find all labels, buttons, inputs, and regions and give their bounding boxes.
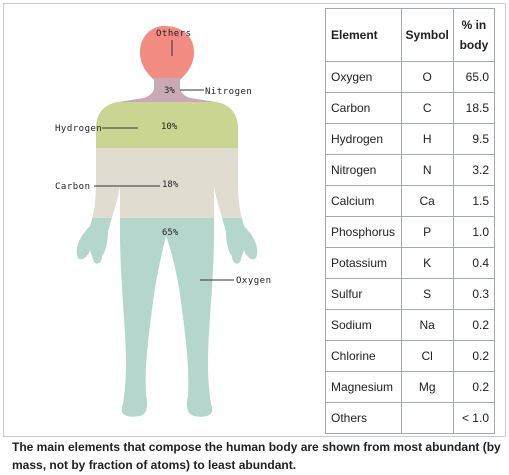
cell-symbol: Ca [400, 185, 454, 217]
cell-percent: 3.2 [452, 154, 496, 186]
cell-element: Potassium [325, 247, 402, 279]
table-row: Potassium K 0.4 [325, 247, 496, 279]
percent-carbon: 18% [162, 180, 179, 190]
cell-symbol: P [400, 216, 454, 248]
cell-element: Magnesium [325, 371, 402, 403]
region-carbon [76, 148, 258, 218]
region-hydrogen [76, 102, 258, 148]
cell-percent: 1.5 [452, 185, 496, 217]
cell-element: Sulfur [325, 278, 402, 310]
cell-percent: < 1.0 [452, 402, 496, 434]
cell-element: Sodium [325, 309, 402, 341]
table-row: Others < 1.0 [325, 402, 496, 434]
header-percent-line1: % in [461, 18, 487, 32]
cell-symbol: K [400, 247, 454, 279]
table-row: Phosphorus P 1.0 [325, 216, 496, 248]
cell-symbol: H [400, 123, 454, 155]
table-row: Sulfur S 0.3 [325, 278, 496, 310]
label-carbon: Carbon [55, 182, 91, 192]
table-row: Chlorine Cl 0.2 [325, 340, 496, 372]
cell-element: Calcium [325, 185, 402, 217]
cell-symbol: O [400, 61, 454, 93]
table-row: Carbon C 18.5 [325, 92, 496, 124]
cell-symbol: Cl [400, 340, 454, 372]
region-others [76, 26, 258, 78]
label-hydrogen: Hydrogen [55, 124, 103, 134]
cell-symbol: N [400, 154, 454, 186]
cell-element: Phosphorus [325, 216, 402, 248]
cell-percent: 65.0 [452, 61, 496, 93]
table-row: Hydrogen H 9.5 [325, 123, 496, 155]
figure-caption: The main elements that compose the human… [12, 440, 501, 472]
cell-percent: 18.5 [452, 92, 496, 124]
table-row: Sodium Na 0.2 [325, 309, 496, 341]
label-nitrogen: Nitrogen [205, 87, 253, 97]
human-body-silhouette [76, 26, 258, 417]
table-row: Calcium Ca 1.5 [325, 185, 496, 217]
table-row: Magnesium Mg 0.2 [325, 371, 496, 403]
cell-symbol: S [400, 278, 454, 310]
region-oxygen [76, 218, 258, 417]
cell-symbol: Na [400, 309, 454, 341]
label-others: Others [156, 29, 192, 39]
cell-symbol: Mg [400, 371, 454, 403]
cell-percent: 0.2 [452, 309, 496, 341]
cell-element: Carbon [325, 92, 402, 124]
table-row: Oxygen O 65.0 [325, 61, 496, 93]
table-row: Nitrogen N 3.2 [325, 154, 496, 186]
cell-element: Others [325, 402, 402, 434]
label-oxygen: Oxygen [236, 276, 272, 286]
cell-element: Hydrogen [325, 123, 402, 155]
cell-percent: 0.2 [452, 340, 496, 372]
cell-percent: 0.4 [452, 247, 496, 279]
cell-percent: 9.5 [452, 123, 496, 155]
table-body: Oxygen O 65.0 Carbon C 18.5 Hydrogen H 9.5 Nitrog… [325, 61, 496, 434]
cell-element: Chlorine [325, 340, 402, 372]
percent-nitrogen: 3% [164, 86, 175, 96]
header-percent-line2: body [459, 38, 489, 52]
body-composition-figure: Others Nitrogen Hydrogen Carbon Oxygen 3… [4, 4, 324, 436]
header-percent: % in body [452, 8, 496, 62]
cell-element: Oxygen [325, 61, 402, 93]
cell-element: Nitrogen [325, 154, 402, 186]
percent-oxygen: 65% [162, 228, 179, 238]
elements-table: Element Symbol % in body Oxygen O 65.0 Carbo… [325, 8, 496, 434]
table-header-row: Element Symbol % in body [325, 8, 496, 62]
percent-hydrogen: 10% [161, 122, 178, 132]
cell-percent: 0.3 [452, 278, 496, 310]
cell-symbol: C [400, 92, 454, 124]
cell-percent: 1.0 [452, 216, 496, 248]
header-symbol: Symbol [400, 8, 454, 62]
cell-percent: 0.2 [452, 371, 496, 403]
header-element: Element [325, 8, 402, 62]
cell-symbol [400, 402, 454, 434]
